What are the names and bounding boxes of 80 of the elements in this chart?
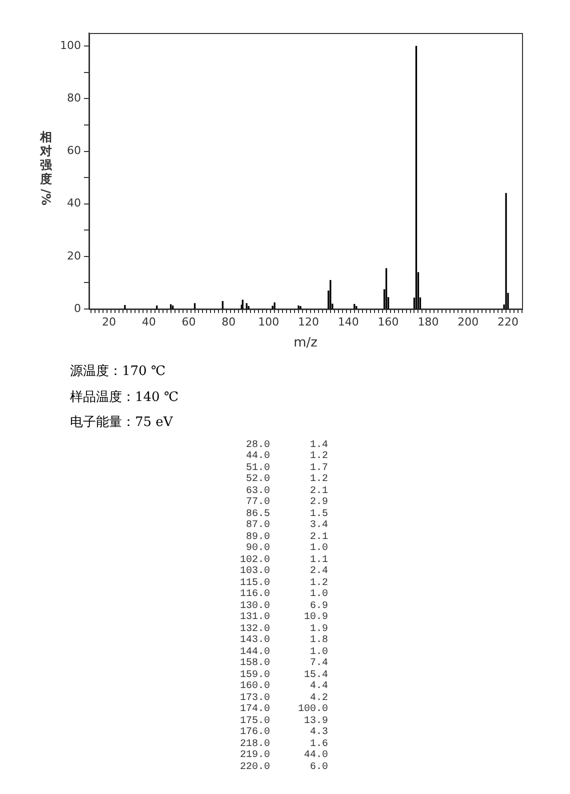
x-tick-label: 120 [298,315,319,328]
x-tick-label: 140 [338,315,359,328]
text: 89.0 [244,532,270,543]
text: 44.0 [302,750,328,762]
text: 77.0 [244,497,270,508]
text: 4.2 [308,692,328,704]
text: 160.0 [238,681,270,692]
text: 4.3 [308,727,328,738]
text: 1.2 [308,451,328,462]
text: 176.0 [238,727,270,738]
text: 87.0 [244,520,270,532]
text: 159.0 [238,670,270,681]
text: 1.9 [308,624,328,635]
text: 144.0 [238,646,270,658]
y-axis-title: 相对强度/% [38,130,54,206]
text: 13.9 [302,716,328,727]
text: 51.0 [244,462,270,474]
x-tick-label: 180 [418,315,439,328]
text: 源温度：170 ℃ [70,363,166,381]
text: 1.2 [308,474,328,486]
text: 2.1 [308,486,328,497]
y-tick-label: 100 [60,39,81,52]
text: 102.0 [238,554,270,566]
text: 1.0 [308,646,328,658]
y-tick-label: 20 [67,249,81,262]
text: 6.9 [308,600,328,612]
text: 90.0 [244,543,270,554]
text: 174.0 [238,704,270,716]
text: 132.0 [238,624,270,635]
text: 103.0 [238,566,270,578]
y-tick-label: 80 [67,92,81,105]
text: 样品温度：140 ℃ [70,388,180,406]
x-tick-label: 160 [378,315,399,328]
text: 100.0 [296,704,328,716]
y-tick-label: 0 [74,302,81,315]
text: 218.0 [238,738,270,750]
x-axis-title: m/z [294,336,318,351]
text: 1.4 [308,440,328,451]
text: 28.0 [244,440,270,451]
text: 3.4 [308,520,328,532]
text: 131.0 [238,612,270,624]
text: 1.6 [308,738,328,750]
x-tick-label: 60 [182,315,196,328]
text: 4.4 [308,681,328,692]
x-tick-label: 20 [102,315,116,328]
text: 电子能量：75 eV [70,414,174,432]
y-tick-label: 40 [67,196,81,210]
text: 2.9 [308,497,328,508]
text: 130.0 [238,600,270,612]
text: 175.0 [238,716,270,727]
text: 52.0 [244,474,270,486]
text: 1.8 [308,635,328,646]
y-tick-label: 60 [67,144,81,158]
text: 143.0 [238,635,270,646]
text: 1.0 [308,589,328,600]
text: 2.4 [308,566,328,578]
x-tick-label: 200 [458,315,479,328]
x-tick-label: 80 [222,315,236,328]
x-tick-label: 220 [498,315,519,328]
text: 1.5 [308,508,328,520]
text: 116.0 [238,589,270,600]
x-tick-label: 100 [258,315,280,328]
text: 219.0 [238,750,270,762]
text: 7.4 [308,658,328,670]
text: 1.0 [308,543,328,554]
text: 15.4 [302,670,328,681]
text: 1.2 [308,578,328,589]
text: 63.0 [244,486,270,497]
text: 220.0 [238,762,270,773]
text: 173.0 [238,692,270,704]
text: 6.0 [308,762,328,773]
text: 2.1 [308,532,328,543]
text: 44.0 [244,451,270,462]
text: 158.0 [238,658,270,670]
text: 1.7 [308,462,328,474]
text: 86.5 [244,508,270,520]
text: 10.9 [302,612,328,624]
text: 1.1 [308,554,328,566]
x-tick-label: 40 [142,315,156,328]
text: 115.0 [238,578,270,589]
